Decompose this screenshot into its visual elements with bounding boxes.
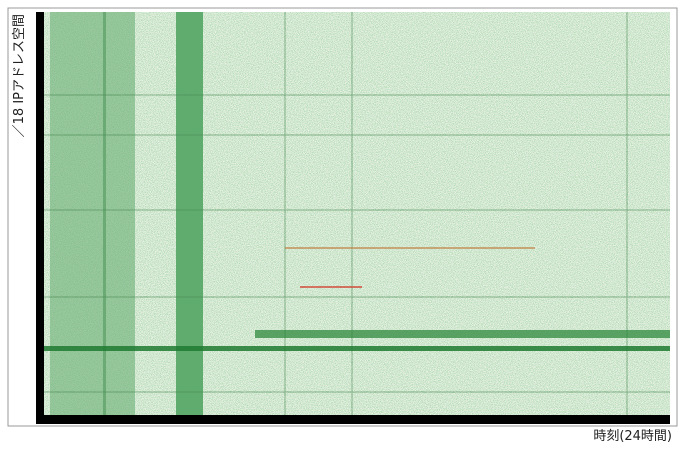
x-axis-label: 時刻(24時間)	[593, 429, 672, 444]
x-axis	[36, 415, 670, 424]
plot-area	[44, 12, 670, 415]
y-axis	[36, 12, 44, 424]
figure: ／18 IPアドレス空間 時刻(24時間)	[0, 0, 685, 450]
y-axis-label: ／18 IPアドレス空間	[12, 14, 27, 137]
